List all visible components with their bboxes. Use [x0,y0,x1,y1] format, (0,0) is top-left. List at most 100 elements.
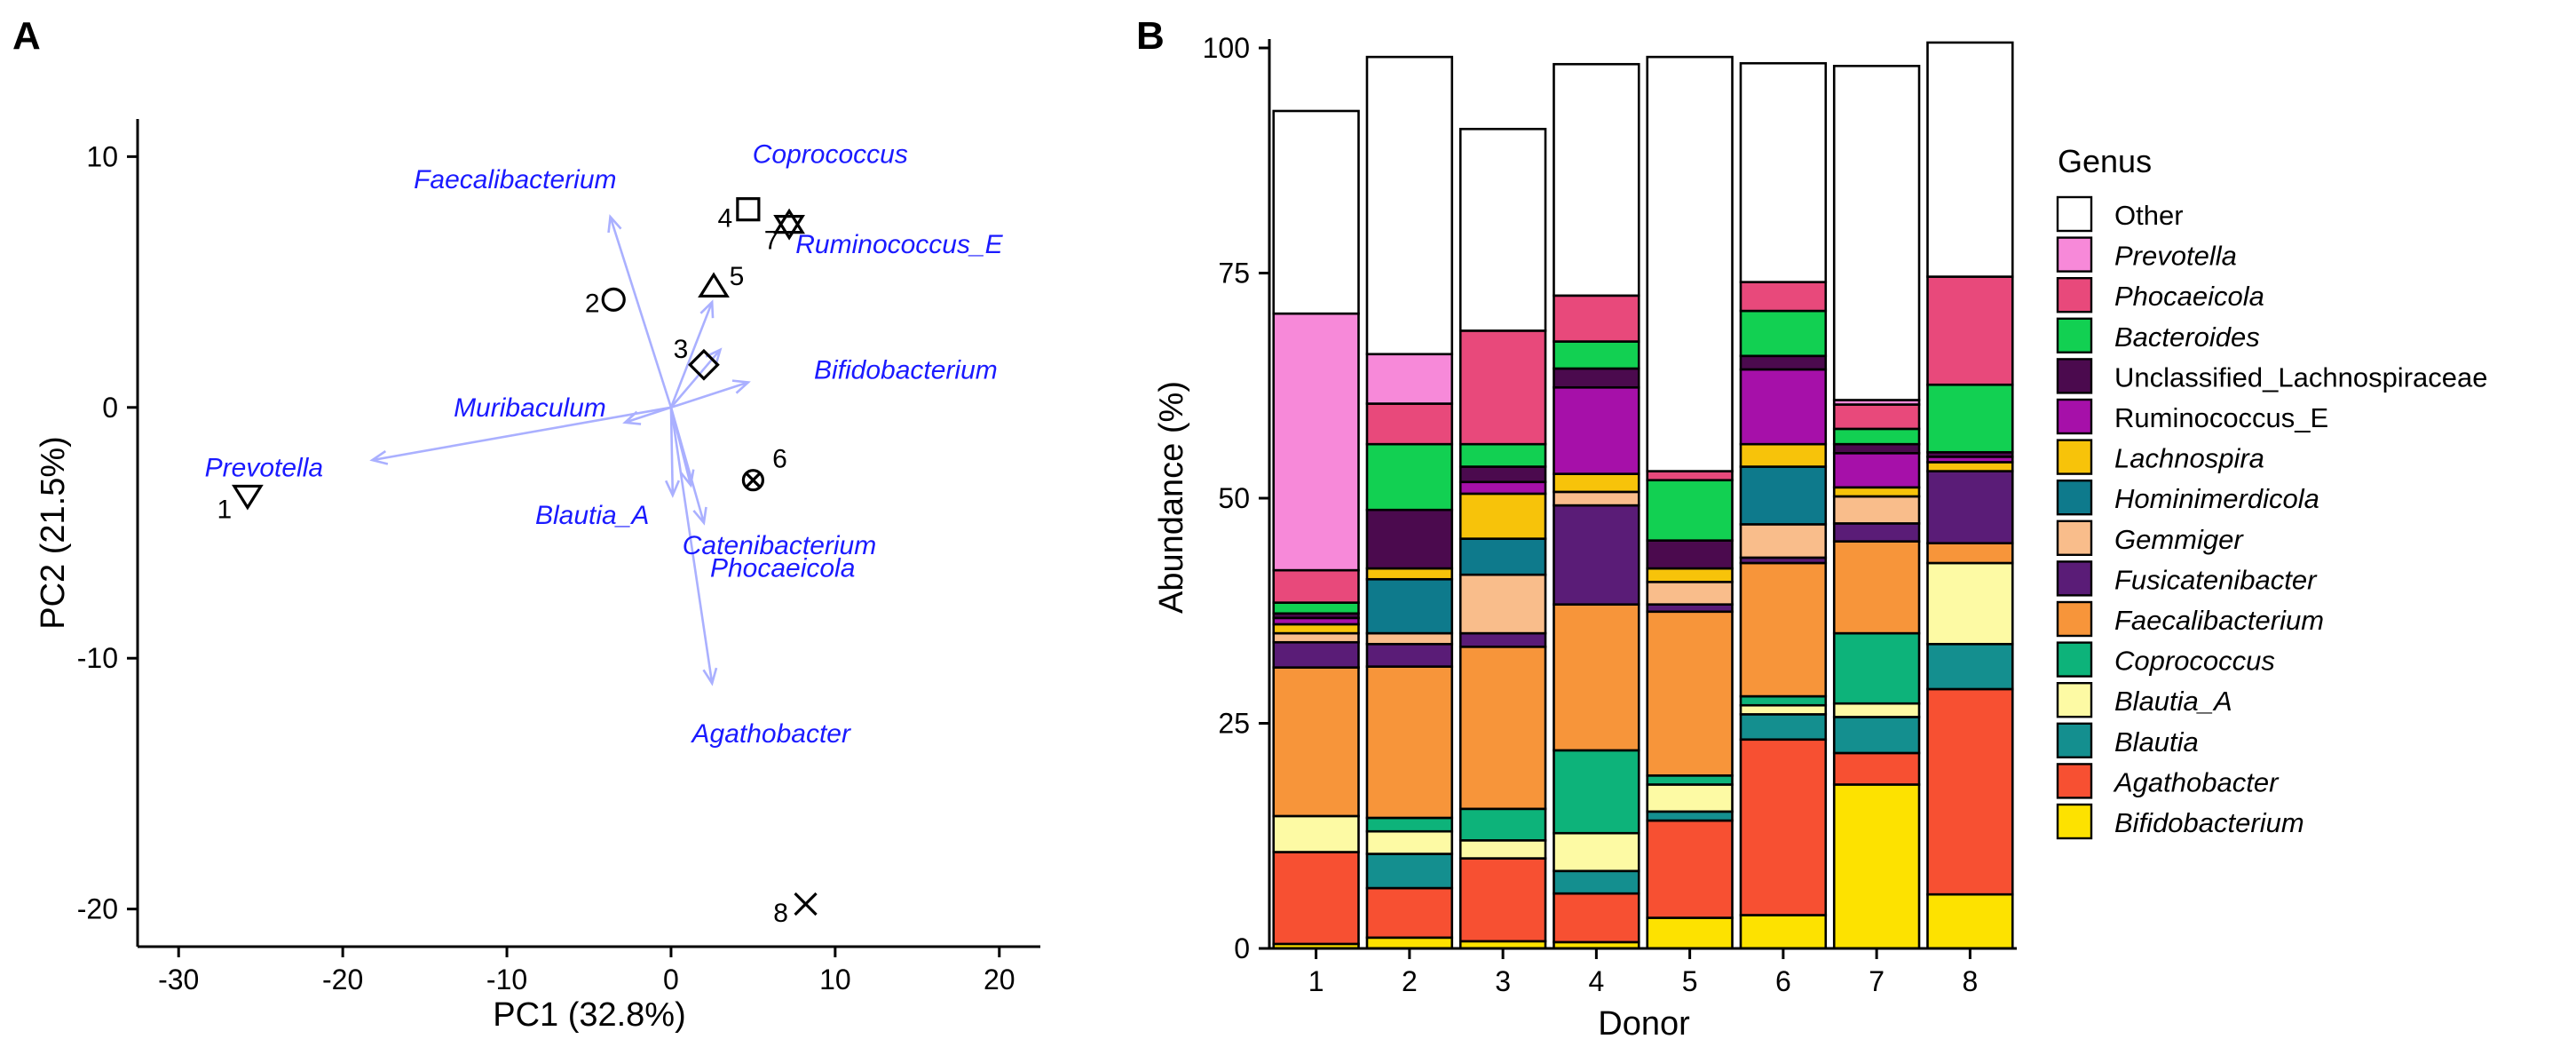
bar-segment [1646,774,1734,786]
x-tick-label: 4 [1588,965,1604,997]
legend-label: Ruminococcus_E [2114,402,2328,433]
loading-arrowhead [607,214,622,234]
y-axis-title: PC2 (21.5%) [35,436,72,630]
bar-segment [1646,819,1734,919]
bar-segment [1926,892,2014,950]
bar-segment [1365,631,1454,646]
loading-arrow [670,381,749,409]
bar-segment [1832,783,1921,950]
bar-segment [1272,109,1360,315]
bar-segment [1926,642,2014,691]
loading-label: Ruminococcus_E [795,230,1003,259]
x-tick-label: 8 [1962,965,1978,997]
y-tick-label: 25 [1218,708,1250,740]
bar-segment [1272,666,1360,818]
legend-label: Agathobacter [2113,766,2280,797]
loading-label: Muribaculum [454,393,606,423]
sample-label: 3 [674,335,689,364]
stacked-bar-chart: 1 2 3 4 5 6 7 8 0 25 50 75 100 Donor Abundance (%) [1153,32,2017,1043]
bar-segment [1458,480,1547,496]
loading-arrowhead [705,347,723,366]
point-marker [741,469,765,492]
bar-segment [1646,581,1734,606]
bar-segment [1832,427,1921,446]
bar-segment [1272,640,1360,669]
x-tick-label: 6 [1775,965,1791,997]
loading-arrowhead [699,299,715,319]
bar-segment [1365,829,1454,855]
bar-segment [1272,312,1360,572]
legend-swatch [2056,682,2093,718]
bar-segment [1365,567,1454,581]
sample-label: 4 [718,204,733,234]
bar-segment [1458,465,1547,484]
bar-segment [1646,567,1734,583]
loading-arrowhead [702,667,718,686]
bar-segment [1365,642,1454,668]
bar-segment [1739,713,1828,742]
bar-segment [1646,539,1734,570]
loading-arrow [372,406,672,462]
loading-arrow [669,301,714,408]
bar-segment [1272,601,1360,615]
bar-segment [1739,703,1828,716]
bar-segment [1739,523,1828,559]
legend-label: Prevotella [2114,241,2237,272]
bar-segment [1926,687,2014,896]
bar-segment [1458,839,1547,860]
sample-points: 1 2 3 4 5 6 7 8 [217,197,818,928]
legend-label: Bacteroides [2114,321,2260,353]
bar-segment [1553,490,1640,507]
point-marker [773,215,805,241]
bar-segment [1739,281,1828,313]
x-tick-label: -30 [158,964,199,995]
loading-arrowhead [679,469,695,488]
bar-segment [1272,568,1360,604]
bar-segment [1553,831,1640,873]
legend-label: Faecalibacterium [2114,605,2324,636]
bar-segment [1272,851,1360,946]
sample-label: 5 [730,262,745,291]
bar-segment [1458,631,1547,648]
sample-label: 7 [764,226,779,256]
bar-segment [1458,492,1547,540]
bar-segment [1832,486,1921,498]
loading-arrowhead [692,506,707,526]
y-axis-title: Abundance (%) [1153,381,1190,614]
x-tick-label: 1 [1308,965,1324,997]
bar-segment [1458,537,1547,576]
sample-label: 1 [217,496,233,525]
loading-label: Catenibacterium [683,531,876,560]
pca-axes: -30 -20 -10 0 10 20 -20 -10 0 10 [77,119,1040,995]
genus-legend: Genus Other Prevotella Phocaeicola Bacteroi… [2056,143,2487,840]
bar-segment [1739,738,1828,916]
bar-segment [1926,461,2014,472]
bar-segment [1832,540,1921,635]
sample-label: 2 [585,289,600,318]
bar-segment [1926,561,2014,646]
sample-label: 8 [773,899,788,928]
bar-segment [1832,702,1921,718]
bar-segment [1739,61,1828,283]
bar-segment [1458,807,1547,842]
bar-segment [1646,55,1734,472]
point-marker [773,208,805,234]
loading-label: Prevotella [205,454,323,483]
x-tick-label: 2 [1402,965,1418,997]
bar-segment [1832,631,1921,705]
legend-label: Blautia [2114,726,2199,757]
bar-segment [1739,561,1828,698]
bar-segment [1832,403,1921,431]
bar-segment [1646,783,1734,813]
sample-label: 6 [772,445,787,474]
bar-segment [1646,610,1734,777]
bar-segment [1739,465,1828,526]
loading-arrow [669,407,714,684]
legend-swatch [2056,439,2093,475]
bar-segment [1832,522,1921,543]
legend-swatch [2056,763,2093,799]
bar-segment [1926,470,2014,545]
point-marker [232,484,264,511]
loading-arrow [669,407,675,496]
bar-axes: 1 2 3 4 5 6 7 8 0 25 50 75 100 [1203,32,2017,997]
